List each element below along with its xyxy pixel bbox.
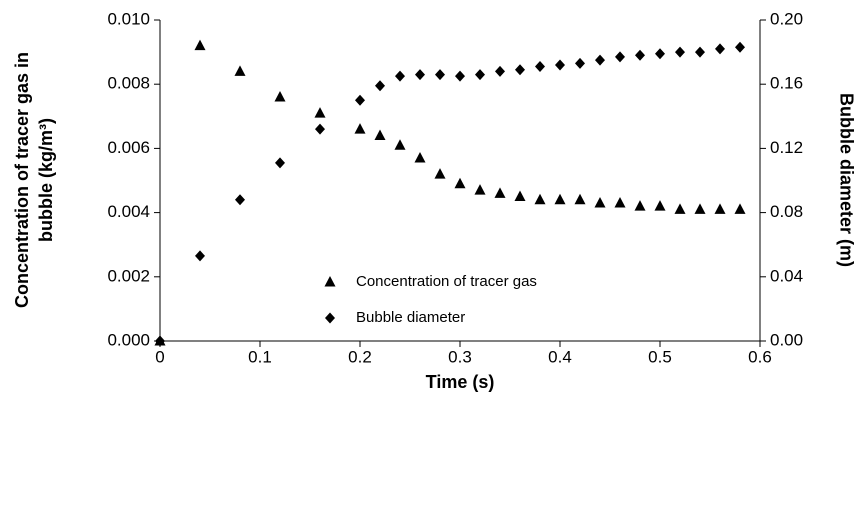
y2-tick-label: 0.20 <box>770 9 803 28</box>
triangle-marker <box>394 139 406 150</box>
diamond-marker <box>575 57 585 69</box>
x-tick-label: 0.4 <box>548 347 572 366</box>
y2-tick-label: 0.04 <box>770 266 803 285</box>
triangle-marker <box>314 107 326 118</box>
diamond-marker <box>415 69 425 81</box>
y2-tick-label: 0.12 <box>770 138 803 157</box>
triangle-marker <box>714 203 726 214</box>
diamond-marker <box>455 70 465 82</box>
diamond-marker <box>195 250 205 262</box>
triangle-marker <box>574 193 586 205</box>
triangle-marker <box>494 187 506 198</box>
y2-tick-label: 0.00 <box>770 330 803 349</box>
y-tick-label: 0.002 <box>107 266 150 285</box>
diamond-marker <box>495 65 505 77</box>
triangle-marker <box>654 200 666 211</box>
diamond-marker <box>395 70 405 82</box>
triangle-marker <box>434 168 446 179</box>
triangle-marker <box>694 203 706 214</box>
y-tick-label: 0.008 <box>107 74 150 93</box>
x-tick-label: 0 <box>155 347 164 366</box>
triangle-marker <box>234 65 246 76</box>
diamond-marker <box>615 51 625 63</box>
diamond-marker <box>375 80 385 92</box>
triangle-marker <box>354 123 366 134</box>
x-axis-label: Time (s) <box>426 372 495 392</box>
diamond-marker <box>595 54 605 66</box>
diamond-marker <box>475 69 485 81</box>
diamond-marker <box>635 49 645 61</box>
y2-axis-label: Bubble diameter (m) <box>836 93 856 267</box>
y2-tick-label: 0.08 <box>770 202 803 221</box>
diamond-marker <box>695 46 705 58</box>
diamond-marker <box>535 61 545 73</box>
triangle-marker <box>734 203 746 214</box>
diamond-marker <box>315 123 325 135</box>
legend-label: Bubble diameter <box>356 309 465 326</box>
x-tick-label: 0.5 <box>648 347 672 366</box>
triangle-marker <box>454 177 466 189</box>
y-tick-label: 0.006 <box>107 138 150 157</box>
triangle-marker <box>534 193 546 205</box>
x-tick-label: 0.2 <box>348 347 372 366</box>
diamond-marker <box>715 43 725 55</box>
legend-marker <box>325 312 335 324</box>
diamond-marker <box>515 64 525 76</box>
legend-label: Concentration of tracer gas <box>356 273 537 290</box>
triangle-marker <box>414 152 426 163</box>
diamond-marker <box>555 59 565 71</box>
y-tick-label: 0.010 <box>107 9 150 28</box>
y-tick-label: 0.000 <box>107 330 150 349</box>
triangle-marker <box>194 39 206 51</box>
y-tick-label: 0.004 <box>107 202 150 221</box>
triangle-marker <box>374 129 386 141</box>
y2-tick-label: 0.16 <box>770 74 803 93</box>
diamond-marker <box>735 41 745 53</box>
triangle-marker <box>674 203 686 214</box>
triangle-marker <box>474 184 486 195</box>
triangle-marker <box>634 200 646 211</box>
legend-marker <box>324 276 336 287</box>
y-axis-label: bubble (kg/m³) <box>36 118 56 242</box>
y-axis-label: Concentration of tracer gas in <box>12 52 32 308</box>
diamond-marker <box>275 157 285 169</box>
x-tick-label: 0.3 <box>448 347 472 366</box>
x-tick-label: 0.1 <box>248 347 272 366</box>
diamond-marker <box>355 94 365 106</box>
triangle-marker <box>594 196 606 208</box>
diamond-marker <box>435 69 445 81</box>
triangle-marker <box>614 196 626 208</box>
diamond-marker <box>655 48 665 60</box>
diamond-marker <box>675 46 685 58</box>
diamond-marker <box>155 335 165 347</box>
triangle-marker <box>554 193 566 205</box>
diamond-marker <box>235 194 245 206</box>
triangle-marker <box>274 91 286 102</box>
triangle-marker <box>514 190 526 202</box>
x-tick-label: 0.6 <box>748 347 772 366</box>
